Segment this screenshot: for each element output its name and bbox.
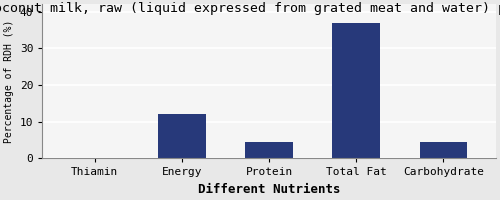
Bar: [332, 23, 380, 158]
X-axis label: Different Nutrients: Different Nutrients: [198, 183, 340, 196]
Y-axis label: Percentage of RDH (%): Percentage of RDH (%): [4, 20, 14, 143]
Bar: [420, 142, 468, 158]
Bar: [245, 142, 293, 158]
Bar: [158, 114, 206, 158]
Text: s, coconut milk, raw (liquid expressed from grated meat and water) per 1: s, coconut milk, raw (liquid expressed f…: [0, 2, 500, 15]
